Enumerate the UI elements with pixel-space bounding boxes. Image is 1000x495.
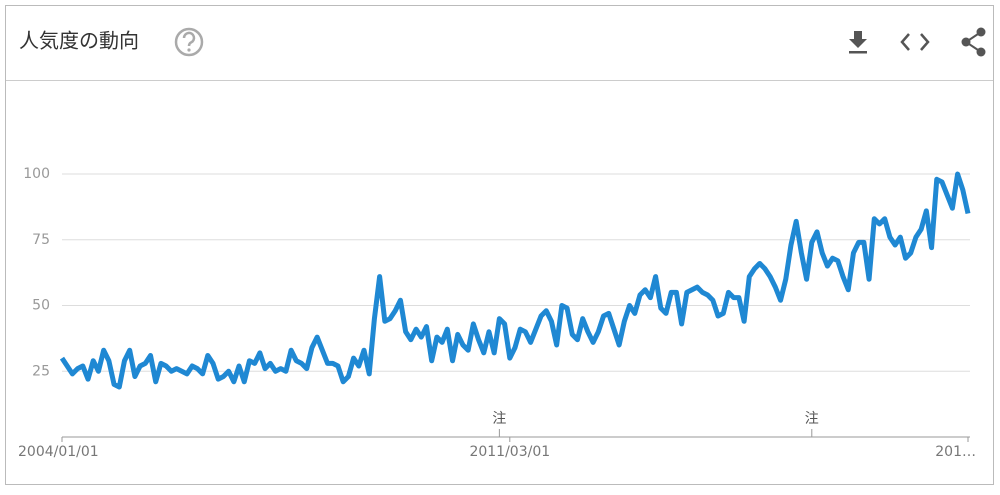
y-tick-label: 75 (32, 232, 50, 248)
plot-area: 25 50 75 100 2004/01/01 2011/03/01 201… 注 注 (18, 166, 976, 460)
help-icon[interactable] (174, 27, 204, 57)
share-icon[interactable] (961, 27, 986, 57)
card (5, 5, 994, 485)
download-icon[interactable] (849, 31, 867, 54)
x-tick-label: 2011/03/01 (469, 444, 550, 460)
annotation: 注 (805, 411, 819, 427)
x-tick-label: 201… (935, 444, 976, 460)
embed-icon[interactable] (900, 33, 930, 51)
x-tick-label: 2004/01/01 (18, 444, 99, 460)
y-tick-label: 100 (23, 166, 50, 182)
y-tick-label: 50 (32, 298, 50, 314)
annotation: 注 (492, 411, 506, 427)
title: 人気度の動向 (19, 29, 139, 53)
y-tick-label: 25 (32, 363, 50, 379)
trend-line (59, 171, 971, 390)
